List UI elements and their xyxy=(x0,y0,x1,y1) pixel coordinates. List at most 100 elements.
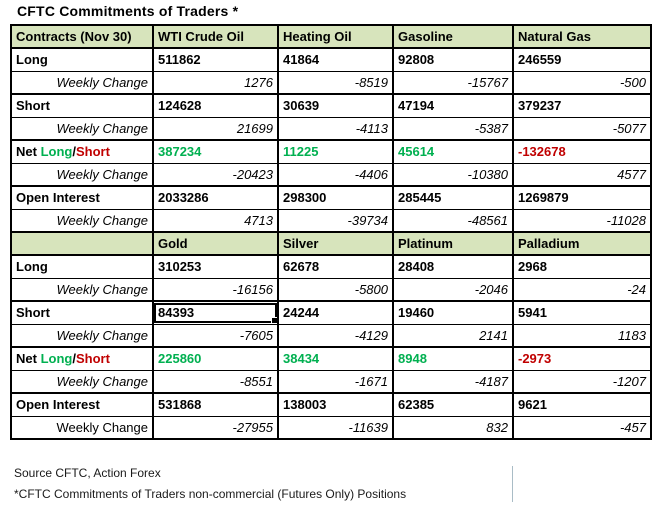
net-label-part: / xyxy=(72,144,76,160)
table-row: Net Long/Short 225860 38434 8948 -2973 xyxy=(10,346,651,370)
weekly-change-cell[interactable]: -5387 xyxy=(392,116,513,140)
row-label-cell[interactable]: Weekly Change xyxy=(10,277,153,301)
row-label-cell[interactable]: Weekly Change xyxy=(10,369,153,393)
value-cell[interactable]: 298300 xyxy=(277,185,393,209)
value-cell[interactable]: 92808 xyxy=(392,47,513,71)
value-cell[interactable]: 24244 xyxy=(277,300,393,324)
column-header-cell[interactable]: Gasoline xyxy=(392,25,513,48)
weekly-change-cell[interactable]: -5077 xyxy=(512,116,651,140)
weekly-change-cell[interactable]: 21699 xyxy=(152,116,278,140)
value-cell[interactable]: 5941 xyxy=(512,300,651,324)
column-header-cell[interactable] xyxy=(10,231,153,255)
column-header-cell[interactable]: Gold xyxy=(152,231,278,255)
weekly-change-cell[interactable]: -4129 xyxy=(277,323,393,347)
row-label-cell[interactable]: Weekly Change xyxy=(10,323,153,347)
row-label-cell[interactable]: Weekly Change xyxy=(10,116,153,140)
weekly-change-cell[interactable]: -11028 xyxy=(512,208,651,232)
weekly-change-cell[interactable]: 832 xyxy=(392,415,513,439)
column-header-cell[interactable]: Natural Gas xyxy=(512,25,651,48)
row-label-cell[interactable]: Open Interest xyxy=(10,185,153,209)
net-label-part: Long xyxy=(40,351,73,367)
weekly-change-cell[interactable]: -16156 xyxy=(152,277,278,301)
weekly-change-cell[interactable]: -8551 xyxy=(152,369,278,393)
value-cell[interactable]: 379237 xyxy=(512,93,651,117)
net-label-part: Net xyxy=(16,144,41,160)
value-cell[interactable]: 2968 xyxy=(512,254,651,278)
value-cell[interactable]: -132678 xyxy=(512,139,651,163)
value-cell[interactable]: -2973 xyxy=(512,346,651,370)
value-cell[interactable]: 47194 xyxy=(392,93,513,117)
value-cell[interactable]: 531868 xyxy=(152,392,278,416)
value-cell[interactable]: 2033286 xyxy=(152,185,278,209)
value-cell[interactable]: 38434 xyxy=(277,346,393,370)
column-header-cell[interactable]: Silver xyxy=(277,231,393,255)
net-label-part: Short xyxy=(75,144,110,160)
weekly-change-cell[interactable]: -4187 xyxy=(392,369,513,393)
weekly-change-cell[interactable]: 2141 xyxy=(392,323,513,347)
weekly-change-row: Weekly Change -7605 -4129 2141 1183 xyxy=(10,323,651,347)
weekly-change-cell[interactable]: -7605 xyxy=(152,323,278,347)
weekly-change-cell[interactable]: 1183 xyxy=(512,323,651,347)
weekly-change-cell[interactable]: -4113 xyxy=(277,116,393,140)
value-cell[interactable]: 11225 xyxy=(277,139,393,163)
row-label-cell[interactable]: Short xyxy=(10,93,153,117)
column-header-cell[interactable]: Palladium xyxy=(512,231,651,255)
weekly-change-cell[interactable]: -1207 xyxy=(512,369,651,393)
table-row: Open Interest 2033286 298300 285445 1269879 xyxy=(10,185,651,209)
weekly-change-cell[interactable]: -2046 xyxy=(392,277,513,301)
row-label-cell[interactable]: Net Long/Short xyxy=(10,346,153,370)
table-row: Long 310253 62678 28408 2968 xyxy=(10,254,651,278)
row-label-cell[interactable]: Net Long/Short xyxy=(10,139,153,163)
value-cell[interactable]: 19460 xyxy=(392,300,513,324)
value-cell[interactable]: 41864 xyxy=(277,47,393,71)
weekly-change-cell[interactable]: -20423 xyxy=(152,162,278,186)
value-cell[interactable]: 310253 xyxy=(152,254,278,278)
column-header-cell[interactable]: WTI Crude Oil xyxy=(152,25,278,48)
weekly-change-cell[interactable]: -8519 xyxy=(277,70,393,94)
value-cell[interactable]: 285445 xyxy=(392,185,513,209)
weekly-change-cell[interactable]: 4713 xyxy=(152,208,278,232)
weekly-change-cell[interactable]: -48561 xyxy=(392,208,513,232)
weekly-change-cell[interactable]: -11639 xyxy=(277,415,393,439)
weekly-change-cell[interactable]: -39734 xyxy=(277,208,393,232)
value-cell[interactable]: 8948 xyxy=(392,346,513,370)
weekly-change-cell[interactable]: -5800 xyxy=(277,277,393,301)
row-label-cell[interactable]: Open Interest xyxy=(10,392,153,416)
column-header-cell[interactable]: Heating Oil xyxy=(277,25,393,48)
row-label-cell[interactable]: Weekly Change xyxy=(10,70,153,94)
column-header-cell[interactable]: Platinum xyxy=(392,231,513,255)
weekly-change-cell[interactable]: -1671 xyxy=(277,369,393,393)
value-cell[interactable]: 387234 xyxy=(152,139,278,163)
weekly-change-cell[interactable]: -10380 xyxy=(392,162,513,186)
weekly-change-cell[interactable]: 1276 xyxy=(152,70,278,94)
weekly-change-cell[interactable]: -24 xyxy=(512,277,651,301)
row-label-cell[interactable]: Long xyxy=(10,47,153,71)
weekly-change-cell[interactable]: -15767 xyxy=(392,70,513,94)
header-row: Gold Silver Platinum Palladium xyxy=(10,231,651,255)
value-cell[interactable]: 124628 xyxy=(152,93,278,117)
value-cell[interactable]: 9621 xyxy=(512,392,651,416)
value-cell[interactable]: 511862 xyxy=(152,47,278,71)
row-label-cell[interactable]: Weekly Change xyxy=(10,208,153,232)
selected-cell[interactable]: 84393 xyxy=(152,300,278,324)
row-label-cell[interactable]: Weekly Change xyxy=(10,415,153,439)
value-cell[interactable]: 225860 xyxy=(152,346,278,370)
value-cell[interactable]: 28408 xyxy=(392,254,513,278)
value-cell[interactable]: 30639 xyxy=(277,93,393,117)
value-cell[interactable]: 62385 xyxy=(392,392,513,416)
weekly-change-cell[interactable]: -4406 xyxy=(277,162,393,186)
weekly-change-cell[interactable]: 4577 xyxy=(512,162,651,186)
value-cell[interactable]: 62678 xyxy=(277,254,393,278)
row-label-cell[interactable]: Weekly Change xyxy=(10,162,153,186)
weekly-change-cell[interactable]: -457 xyxy=(512,415,651,439)
value-cell[interactable]: 45614 xyxy=(392,139,513,163)
column-header-cell[interactable]: Contracts (Nov 30) xyxy=(10,25,153,48)
weekly-change-cell[interactable]: -27955 xyxy=(152,415,278,439)
value-cell[interactable]: 1269879 xyxy=(512,185,651,209)
row-label-cell[interactable]: Short xyxy=(10,300,153,324)
weekly-change-cell[interactable]: -500 xyxy=(512,70,651,94)
value-cell[interactable]: 246559 xyxy=(512,47,651,71)
fill-handle[interactable] xyxy=(271,316,278,324)
row-label-cell[interactable]: Long xyxy=(10,254,153,278)
value-cell[interactable]: 138003 xyxy=(277,392,393,416)
